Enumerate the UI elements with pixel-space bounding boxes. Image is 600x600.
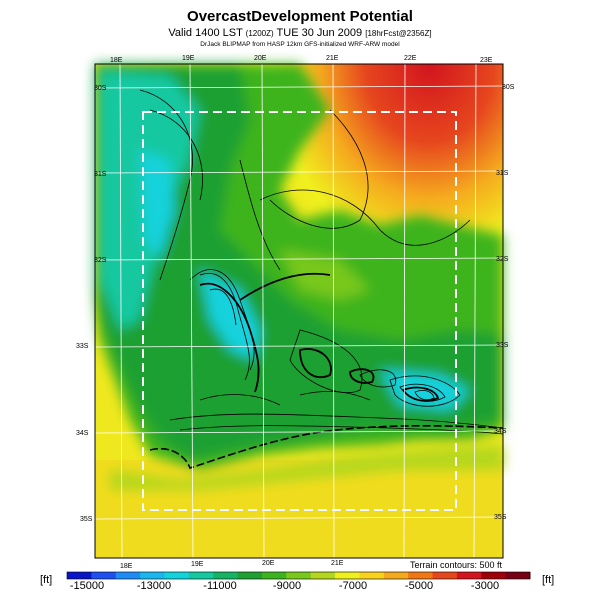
colorbar: [66, 571, 531, 580]
lat-label-right-32s: 32S: [496, 256, 509, 263]
lat-label-right-30s: 30S: [502, 84, 515, 91]
colorbar-swatch: [505, 572, 531, 579]
forecast-hour: [18hrFcst@2356Z]: [365, 29, 432, 38]
inner-domain-box: [142, 111, 457, 511]
lat-label-left-33s: 33S: [76, 343, 89, 350]
credits-line: DrJack BLIPMAP from HASP 12km GFS-initia…: [200, 41, 400, 48]
lat-label-right-31s: 31S: [496, 170, 509, 177]
lon-label-bottom-21e: 21E: [331, 560, 344, 567]
lat-label-left-32s: 32S: [94, 257, 107, 264]
colorbar-tick-label: -3000: [470, 580, 500, 592]
terrain-contours: [139, 89, 504, 435]
lat-label-left-31s: 31S: [94, 171, 107, 178]
map-frame: [94, 63, 504, 559]
colorbar-tick-label: -5000: [404, 580, 434, 592]
lat-label-right-35s: 35S: [494, 514, 507, 521]
colorbar-tick-label: -15000: [69, 580, 105, 592]
colorbar-swatch: [335, 572, 360, 579]
terrain-contour-note: Terrain contours: 500 ft: [409, 560, 502, 570]
colorbar-swatch: [432, 572, 458, 579]
terrain-contours-bold: [199, 272, 440, 402]
lon-label-top-18e: 18E: [110, 57, 123, 64]
colorbar-swatch: [481, 572, 507, 579]
colorbar-swatch: [213, 572, 239, 579]
lat-label-left-30s: 30S: [94, 85, 107, 92]
colorbar-tick-label: -7000: [338, 580, 368, 592]
colorbar-tick-label: -11000: [203, 580, 237, 592]
lon-label-top-21e: 21E: [326, 55, 339, 62]
colorbar-unit-left: [ft]: [40, 574, 53, 586]
lon-label-top-20e: 20E: [254, 55, 267, 62]
lon-label-bottom-18e: 18E: [120, 563, 133, 570]
valid-time: Valid 1400 LST: [168, 27, 243, 39]
colorbar-swatch: [237, 572, 263, 579]
map-field: [95, 64, 503, 558]
colorbar-swatch: [188, 572, 214, 579]
colorbar-swatch: [91, 572, 117, 579]
colorbar-swatch: [359, 572, 385, 579]
colorbar-tick-label: -13000: [136, 580, 172, 592]
lat-label-right-34s: 34S: [494, 428, 507, 435]
valid-utc: (1200Z): [245, 29, 274, 38]
colorbar-tick-label: -9000: [272, 580, 302, 592]
graticule: [94, 63, 504, 559]
lon-label-top-22e: 22E: [404, 55, 417, 62]
chart-title: OvercastDevelopment Potential: [187, 8, 413, 25]
colorbar-swatch: [456, 572, 482, 579]
colorbar-swatch: [286, 572, 312, 579]
colorbar-swatch: [310, 572, 336, 579]
valid-date: TUE 30 Jun 2009: [276, 27, 363, 39]
lat-label-left-35s: 35S: [80, 516, 93, 523]
valid-time-line: Valid 1400 LST (1200Z) TUE 30 Jun 2009 […: [0, 27, 600, 39]
colorbar-swatch: [67, 572, 92, 579]
colorbar-unit-right: [ft]: [542, 574, 555, 586]
coastline: [149, 424, 504, 469]
lon-label-bottom-20e: 20E: [262, 560, 275, 567]
colorbar-swatch: [164, 572, 190, 579]
colorbar-swatch: [383, 572, 409, 579]
lon-label-bottom-19e: 19E: [191, 561, 204, 568]
colorbar-swatch: [261, 572, 287, 579]
lat-label-left-34s: 34S: [76, 430, 89, 437]
colorbar-swatch: [408, 572, 434, 579]
lon-label-top-19e: 19E: [182, 55, 195, 62]
colorbar-swatch: [140, 572, 165, 579]
lon-label-top-23e: 23E: [480, 57, 493, 64]
colorbar-swatch: [115, 572, 141, 579]
colorbar-frame: [66, 571, 531, 580]
lat-label-right-33s: 33S: [496, 342, 509, 349]
